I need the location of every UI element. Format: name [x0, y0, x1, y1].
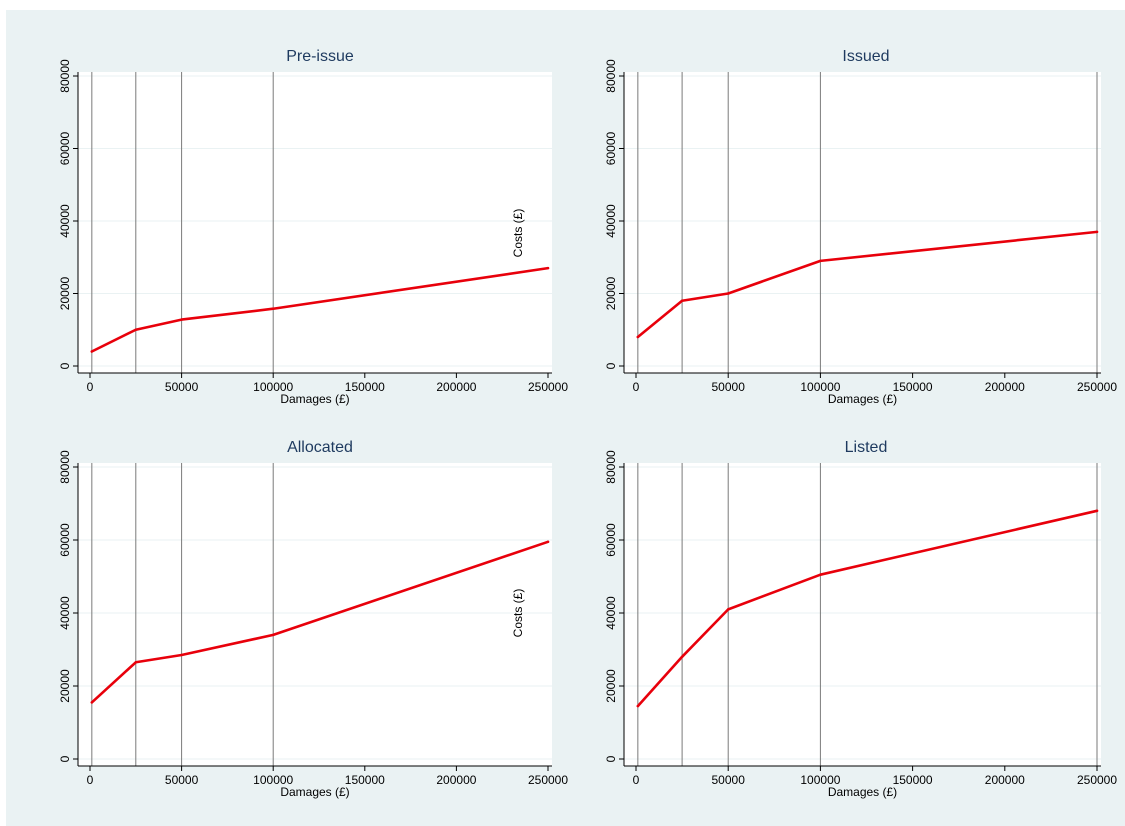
data-point	[636, 704, 640, 708]
y-tick-label: 0	[58, 362, 72, 369]
x-tick-label: 100000	[800, 773, 840, 787]
x-axis-label: Damages (£)	[280, 392, 349, 406]
data-point	[134, 328, 137, 331]
x-tick-label: 0	[633, 380, 640, 394]
plot-area	[624, 72, 1101, 373]
data-point	[180, 653, 183, 657]
x-tick-label: 200000	[436, 773, 476, 787]
panel-0: 0 50000 100000 150000 200000 250000 0 20000 4000…	[58, 48, 568, 406]
data-point	[727, 292, 730, 295]
y-tick-label: 80000	[58, 59, 72, 93]
y-tick-label: 0	[58, 755, 72, 762]
data-point	[680, 655, 684, 658]
data-point	[546, 540, 550, 544]
x-tick-label: 250000	[1077, 773, 1117, 787]
x-tick-label: 100000	[253, 380, 293, 394]
x-tick-label: 100000	[253, 773, 293, 787]
x-tick-label: 250000	[1077, 380, 1117, 394]
x-tick-label: 50000	[165, 380, 199, 394]
x-tick-label: 100000	[800, 380, 840, 394]
x-tick-label: 50000	[712, 380, 746, 394]
data-point	[1095, 509, 1099, 512]
y-tick-label: 60000	[604, 131, 618, 165]
x-axis-label: Damages (£)	[828, 392, 897, 406]
data-point	[272, 307, 275, 310]
chart-title: Allocated	[287, 439, 353, 456]
data-point	[819, 573, 822, 576]
data-point	[272, 633, 275, 637]
x-tick-label: 250000	[528, 380, 568, 394]
y-tick-label: 20000	[604, 669, 618, 703]
y-tick-label: 0	[604, 362, 618, 369]
y-tick-label: 40000	[58, 204, 72, 238]
data-point	[90, 350, 94, 353]
y-tick-label: 20000	[58, 669, 72, 703]
x-tick-label: 150000	[893, 773, 933, 787]
x-tick-label: 0	[87, 773, 94, 787]
chart-title: Issued	[842, 48, 889, 65]
chart-title: Pre-issue	[286, 48, 354, 65]
x-tick-label: 50000	[165, 773, 199, 787]
x-tick-label: 200000	[436, 380, 476, 394]
x-tick-label: 150000	[893, 380, 933, 394]
plot-area	[78, 72, 552, 373]
data-point	[727, 608, 730, 611]
y-tick-label: 40000	[604, 204, 618, 238]
y-tick-label: 20000	[604, 276, 618, 310]
x-tick-label: 150000	[345, 380, 385, 394]
plot-area	[78, 463, 552, 766]
x-tick-label: 50000	[712, 773, 746, 787]
y-tick-label: 80000	[58, 450, 72, 484]
x-tick-label: 250000	[528, 773, 568, 787]
plot-area	[624, 463, 1101, 766]
x-tick-label: 150000	[345, 773, 385, 787]
y-tick-label: 0	[604, 755, 618, 762]
y-axis-label: Costs (£)	[511, 209, 525, 258]
x-tick-label: 200000	[985, 380, 1025, 394]
data-point	[1095, 230, 1099, 234]
chart-title: Listed	[845, 439, 888, 456]
y-tick-label: 20000	[58, 276, 72, 310]
y-tick-label: 60000	[58, 131, 72, 165]
data-point	[680, 299, 684, 302]
y-tick-label: 80000	[604, 59, 618, 93]
x-tick-label: 200000	[985, 773, 1025, 787]
y-tick-label: 60000	[604, 523, 618, 557]
panel-2: 0 50000 100000 150000 200000 250000 0 20000 4000…	[58, 439, 568, 799]
y-axis-label: Costs (£)	[511, 589, 525, 638]
y-tick-label: 40000	[58, 596, 72, 630]
x-axis-label: Damages (£)	[828, 785, 897, 799]
x-axis-label: Damages (£)	[280, 785, 349, 799]
x-tick-label: 0	[87, 380, 94, 394]
panel-1: 0 50000 100000 150000 200000 250000 0 20000 4000…	[511, 48, 1117, 406]
y-tick-label: 80000	[604, 450, 618, 484]
y-tick-label: 60000	[58, 523, 72, 557]
data-point	[636, 335, 640, 339]
y-tick-label: 40000	[604, 596, 618, 630]
data-point	[90, 701, 94, 704]
chart-svg: 0 50000 100000 150000 200000 2500000200004000…	[58, 48, 1117, 799]
data-point	[819, 259, 822, 263]
data-point	[546, 266, 550, 270]
data-point	[134, 661, 137, 664]
data-point	[180, 318, 183, 321]
figure-panel: 0 50000 100000 150000 200000 250000 0 20000 4000…	[6, 10, 1125, 826]
x-tick-label: 0	[633, 773, 640, 787]
panel-3: 0 50000 100000 150000 200000 250000 0 20000 4000…	[511, 439, 1117, 799]
